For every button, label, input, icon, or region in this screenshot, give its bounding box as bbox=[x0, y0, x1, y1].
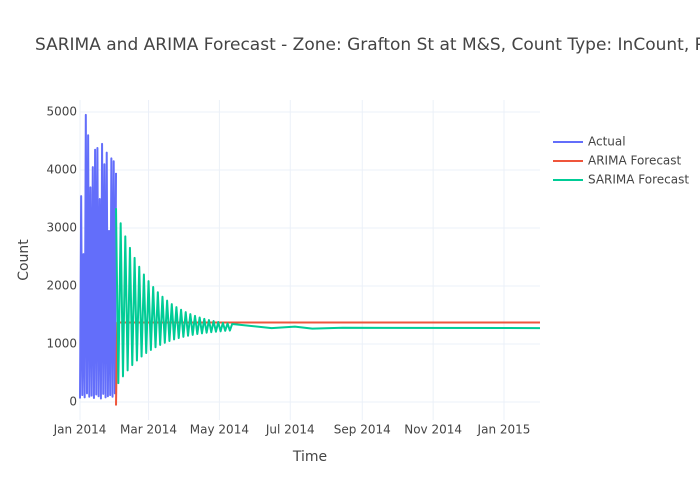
x-axis-title: Time bbox=[292, 449, 327, 465]
x-tick-label: Mar 2014 bbox=[120, 423, 177, 437]
legend-label: SARIMA Forecast bbox=[588, 173, 689, 187]
y-tick-label: 1000 bbox=[46, 337, 77, 351]
legend-label: Actual bbox=[588, 135, 626, 149]
x-tick-label: Nov 2014 bbox=[404, 423, 462, 437]
x-tick-label: Jan 2014 bbox=[53, 423, 107, 437]
y-tick-label: 0 bbox=[69, 395, 77, 409]
legend-label: ARIMA Forecast bbox=[588, 154, 682, 168]
series-line bbox=[115, 208, 541, 385]
x-tick-label: Jan 2015 bbox=[477, 423, 531, 437]
y-tick-label: 5000 bbox=[46, 105, 77, 119]
x-tick-label: Jul 2014 bbox=[265, 423, 315, 437]
x-tick-label: Sep 2014 bbox=[334, 423, 391, 437]
chart-title: SARIMA and ARIMA Forecast - Zone: Grafto… bbox=[35, 35, 700, 55]
y-tick-label: 2000 bbox=[46, 279, 77, 293]
y-tick-label: 4000 bbox=[46, 163, 77, 177]
y-tick-label: 3000 bbox=[46, 221, 77, 235]
y-axis-title: Count bbox=[16, 239, 32, 281]
x-tick-label: May 2014 bbox=[190, 423, 249, 437]
series-line bbox=[79, 113, 118, 400]
